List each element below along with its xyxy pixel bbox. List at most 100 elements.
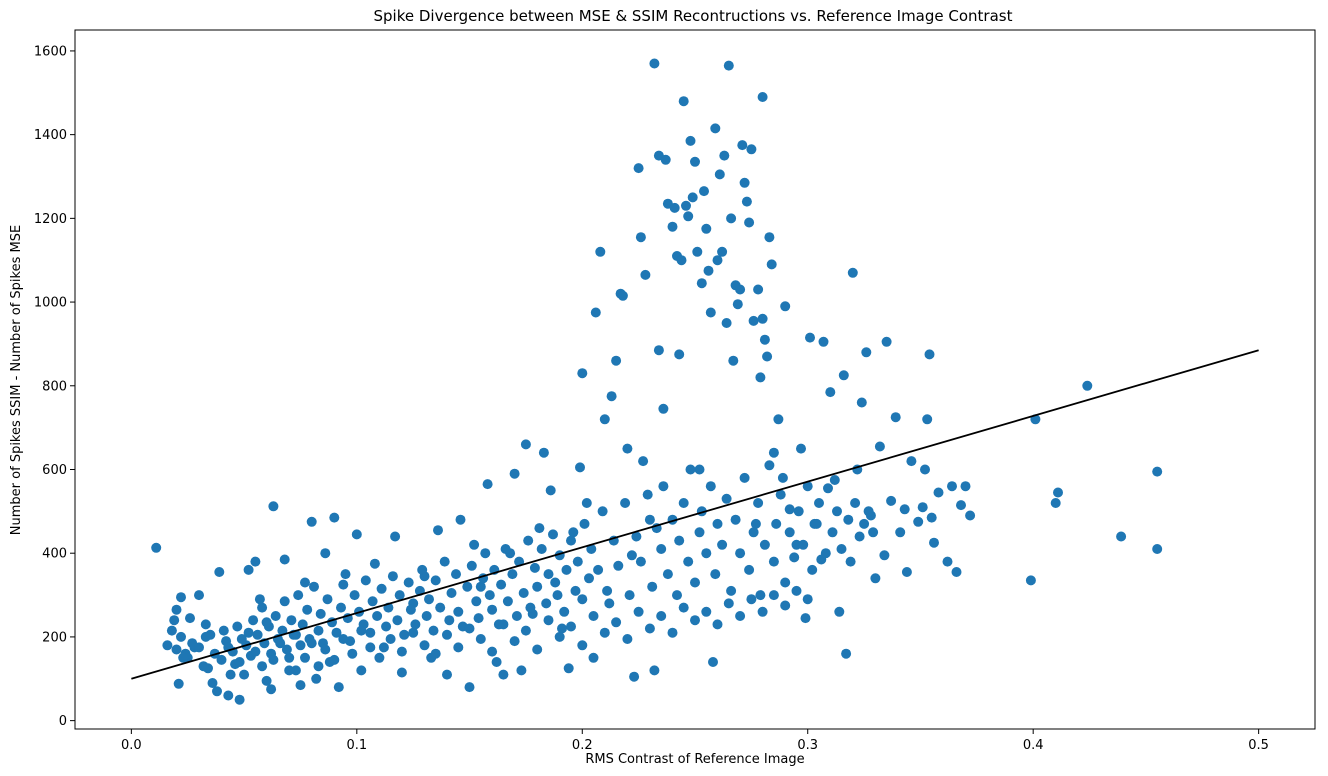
- data-point: [847, 267, 858, 278]
- data-point: [464, 623, 475, 634]
- data-point: [606, 391, 617, 402]
- data-point: [721, 493, 732, 504]
- data-point: [311, 673, 322, 684]
- data-point: [653, 345, 664, 356]
- data-point: [520, 625, 531, 636]
- data-point: [365, 642, 376, 653]
- data-point: [509, 636, 520, 647]
- data-point: [212, 686, 222, 697]
- data-point: [739, 472, 750, 483]
- data-point: [178, 652, 189, 663]
- data-point: [473, 613, 484, 624]
- data-point: [759, 334, 770, 345]
- data-point: [300, 577, 310, 588]
- data-point: [744, 564, 755, 575]
- data-point: [329, 654, 340, 665]
- data-point: [1082, 380, 1093, 391]
- data-point: [207, 678, 218, 688]
- data-point: [306, 638, 317, 649]
- data-point: [807, 564, 818, 575]
- data-point: [739, 177, 750, 188]
- data-point: [920, 464, 930, 475]
- data-point: [796, 443, 806, 454]
- data-point: [176, 592, 186, 603]
- data-point: [529, 562, 540, 573]
- data-point: [511, 611, 522, 621]
- data-point: [757, 606, 768, 617]
- data-point: [678, 96, 689, 107]
- data-point: [798, 539, 809, 550]
- data-point: [338, 579, 349, 590]
- data-point: [392, 615, 403, 626]
- data-point: [534, 523, 545, 534]
- x-axis: 0.0 0.1 0.2 0.3 0.4 0.5: [121, 729, 1269, 753]
- data-point: [762, 351, 773, 362]
- data-point: [356, 665, 367, 676]
- data-point: [624, 590, 635, 601]
- data-point: [543, 569, 554, 580]
- data-point: [566, 535, 576, 546]
- data-point: [629, 671, 640, 682]
- data-point: [723, 598, 734, 609]
- data-point: [250, 646, 261, 657]
- data-point: [874, 441, 885, 452]
- data-point: [270, 611, 281, 621]
- data-point: [723, 60, 734, 71]
- data-point: [947, 481, 957, 492]
- data-point: [690, 156, 700, 167]
- data-point: [541, 598, 552, 609]
- data-point: [726, 213, 737, 224]
- data-point: [194, 642, 204, 653]
- data-point: [899, 504, 910, 515]
- data-point: [302, 604, 313, 615]
- data-point: [315, 608, 326, 619]
- data-point: [453, 642, 464, 653]
- data-point: [701, 606, 712, 617]
- data-point: [322, 594, 333, 605]
- data-point: [491, 657, 502, 667]
- data-point: [532, 581, 543, 592]
- data-point: [268, 501, 279, 512]
- data-point: [701, 548, 712, 559]
- data-point: [717, 246, 728, 257]
- data-point: [793, 506, 804, 517]
- data-point: [559, 606, 570, 617]
- data-point: [960, 481, 971, 492]
- data-point: [965, 510, 976, 521]
- data-point: [475, 634, 486, 644]
- data-point: [836, 544, 847, 554]
- data-point: [705, 481, 716, 492]
- data-point: [863, 506, 874, 517]
- data-point: [498, 619, 509, 630]
- x-tick-label: 0.2: [572, 738, 593, 753]
- data-point: [200, 631, 211, 642]
- data-point: [320, 548, 331, 559]
- data-point: [218, 625, 229, 636]
- data-point: [430, 648, 441, 659]
- data-point: [768, 590, 779, 601]
- data-point: [417, 564, 428, 575]
- data-point: [956, 500, 966, 511]
- data-point: [926, 512, 937, 523]
- data-point: [577, 640, 588, 651]
- data-point: [741, 196, 752, 207]
- data-point: [660, 154, 671, 165]
- x-tick-label: 0.1: [346, 738, 367, 753]
- data-point: [387, 571, 398, 582]
- data-point: [293, 590, 304, 601]
- data-point: [850, 498, 861, 508]
- data-point: [595, 246, 606, 257]
- data-point: [732, 299, 743, 310]
- data-point: [500, 544, 511, 554]
- data-point: [599, 627, 610, 638]
- data-point: [712, 518, 723, 529]
- data-point: [744, 217, 755, 228]
- data-point: [672, 590, 682, 601]
- data-point: [169, 615, 180, 626]
- data-point: [777, 472, 788, 483]
- data-point: [780, 577, 791, 588]
- data-point: [814, 498, 824, 508]
- data-point: [482, 479, 493, 490]
- data-point: [678, 498, 689, 508]
